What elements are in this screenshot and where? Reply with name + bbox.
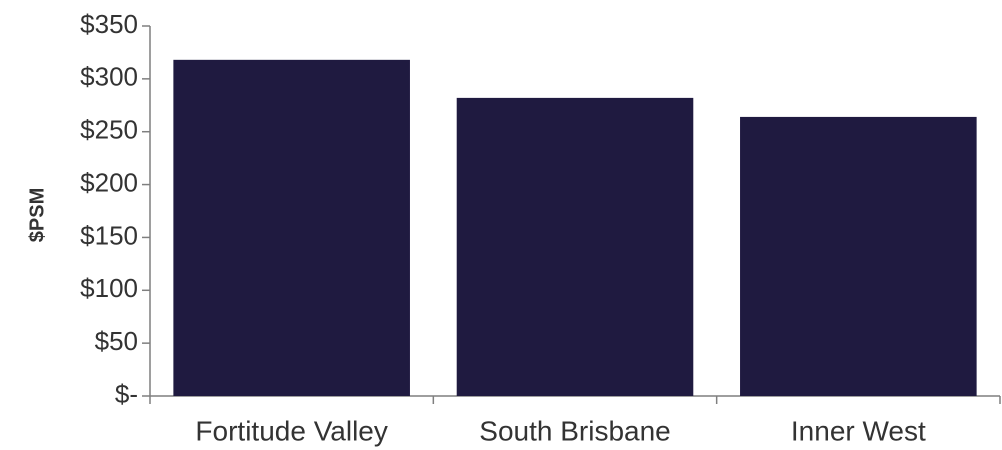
x-category-label: Fortitude Valley — [195, 415, 387, 446]
y-tick-label: $150 — [80, 220, 138, 250]
bar-fortitude-valley — [173, 59, 410, 396]
y-tick-label: $- — [115, 379, 138, 409]
y-tick-label: $250 — [80, 115, 138, 145]
y-tick-label: $300 — [80, 62, 138, 92]
y-axis-title: $PSM — [26, 188, 48, 242]
y-tick-label: $200 — [80, 167, 138, 197]
y-tick-label: $50 — [95, 326, 138, 356]
x-category-label: South Brisbane — [479, 415, 670, 446]
bar-inner-west — [740, 116, 977, 397]
y-tick-label: $350 — [80, 9, 138, 39]
x-axis: Fortitude Valley South Brisbane Inner West — [149, 395, 1001, 446]
y-axis: $- $50 $100 $150 $200 $250 $300 $350 — [80, 9, 151, 409]
bar-south-brisbane — [456, 97, 694, 396]
y-tick-label: $100 — [80, 273, 138, 303]
x-category-label: Inner West — [791, 415, 926, 446]
bars — [173, 59, 977, 397]
